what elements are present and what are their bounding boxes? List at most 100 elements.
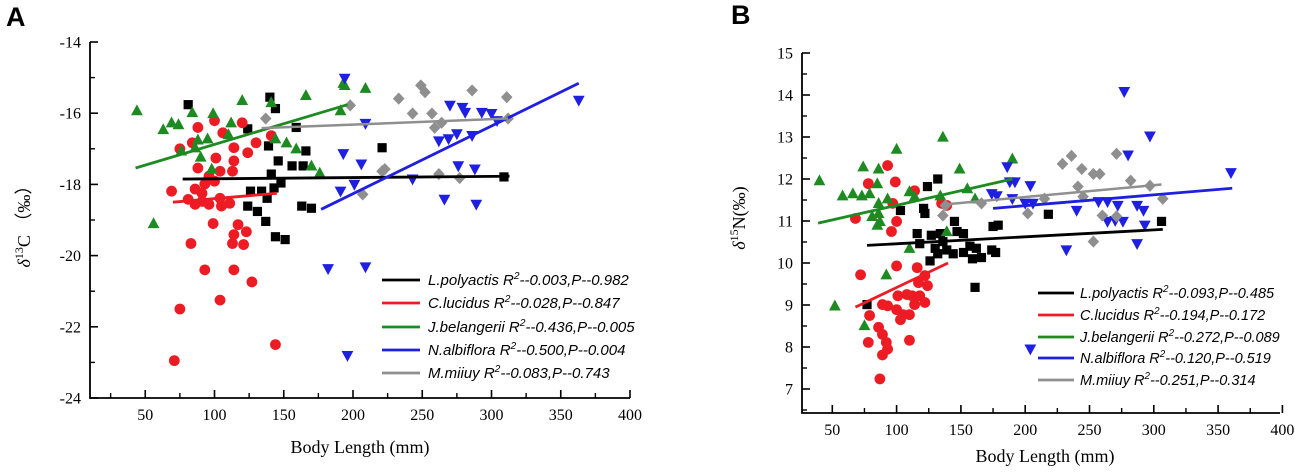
regression-line-l-polyactis (182, 174, 510, 181)
x-tick-label: 350 (1206, 422, 1230, 439)
scatter-point-triangle-down (1131, 200, 1143, 212)
scatter-point-triangle-up (334, 104, 347, 116)
regression-line-l-polyactis (866, 228, 1163, 247)
scatter-point-square (933, 174, 943, 184)
scatter-point-triangle-down (991, 191, 1003, 203)
scatter-point-triangle-down (1101, 216, 1114, 228)
scatter-point-triangle-up (236, 94, 249, 105)
scatter-point-diamond (435, 116, 448, 129)
scatter-point-diamond (1021, 207, 1034, 220)
scatter-point-circle (199, 264, 211, 276)
x-tick-label: 300 (480, 407, 504, 424)
scatter-point-triangle-down (334, 186, 347, 198)
y-tick-label: 13 (777, 130, 793, 147)
scatter-point-square (958, 247, 969, 258)
scatter-point-square (988, 221, 998, 232)
x-tick-label: 100 (203, 407, 227, 424)
y-tick-label: 7 (785, 382, 793, 399)
legend: L.polyactis R2--0.093,P--0.485 C.lucidus … (1038, 284, 1280, 389)
scatter-point-triangle-up (265, 96, 278, 108)
scatter-point-square (991, 247, 1001, 258)
scatter-point-square (276, 178, 286, 188)
scatter-point-triangle-up (147, 217, 160, 229)
scatter-point-triangle-down (1131, 239, 1143, 250)
panel-b-xaxis-title: Body Length (mm) (975, 446, 1115, 466)
scatter-point-triangle-up (828, 299, 841, 311)
regression-line-m-miiuy (946, 183, 1162, 206)
scatter-point-triangle-down (1019, 198, 1032, 210)
y-tick-label: 11 (778, 214, 793, 231)
legend-entry-label: C.lucidus R2--0.194,P--0.172 (1080, 306, 1265, 324)
scatter-point-square (967, 254, 978, 264)
scatter-point-triangle-down (1137, 205, 1150, 217)
scatter-point-triangle-up (280, 136, 293, 148)
x-tick-label: 150 (949, 422, 973, 439)
series-j-belangerii (813, 130, 1019, 331)
scatter-point-circle (207, 218, 219, 229)
scatter-point-triangle-down (1138, 220, 1151, 232)
scatter-point-circle (240, 226, 252, 238)
scatter-point-triangle-up (881, 192, 894, 204)
scatter-point-triangle-down (341, 351, 354, 362)
scatter-point-triangle-down (1060, 245, 1073, 257)
regression-line-c-lucidus (172, 191, 277, 204)
legend-entry-label: M.miiuy R2--0.251,P--0.314 (1080, 371, 1256, 389)
y-tick-label: 12 (777, 172, 793, 189)
scatter-point-triangle-up (131, 104, 143, 116)
x-tick-label: 50 (824, 422, 840, 439)
scatter-point-circle (913, 277, 924, 289)
scatter-point-square (926, 230, 936, 240)
scatter-point-circle (227, 165, 238, 177)
scatter-point-triangle-down (1122, 150, 1134, 162)
scatter-point-square (263, 141, 274, 151)
scatter-point-square (970, 282, 980, 292)
scatter-point-circle (909, 299, 921, 310)
scatter-point-square (993, 220, 1003, 230)
scatter-point-triangle-down (338, 73, 351, 85)
x-tick-label: 250 (410, 407, 434, 424)
scatter-point-triangle-down (337, 149, 350, 161)
scatter-point-circle (192, 162, 204, 174)
scatter-point-circle (877, 329, 888, 340)
scatter-point-circle (232, 219, 244, 231)
scatter-point-diamond (356, 188, 369, 201)
scatter-point-triangle-up (191, 133, 204, 145)
x-tick-label: 300 (1142, 422, 1166, 439)
legend-entry-label: M.miiuy R2--0.083,P--0.743 (428, 364, 610, 382)
scatter-point-circle (236, 117, 248, 129)
x-tick-label: 200 (341, 407, 365, 424)
scatter-point-square (920, 208, 930, 219)
scatter-point-circle (228, 264, 240, 276)
scatter-point-triangle-up (186, 106, 199, 118)
scatter-point-triangle-down (1144, 131, 1156, 143)
y-tick-label: 8 (785, 340, 793, 357)
scatter-point-triangle-up (165, 116, 178, 128)
scatter-point-circle (185, 238, 197, 249)
scatter-point-triangle-down (475, 107, 488, 119)
scatter-point-circle (904, 334, 915, 346)
scatter-point-circle (882, 300, 893, 312)
scatter-point-square (862, 299, 872, 310)
scatter-point-triangle-down (432, 136, 445, 148)
scatter-point-diamond (392, 92, 405, 105)
panel-a: -24 -22 -20 -18 -16 -14 50 100 150 200 250 300 350 40… (12, 35, 642, 425)
y-tick-label: -18 (60, 177, 81, 194)
scatter-point-diamond (406, 107, 419, 120)
scatter-point-square (273, 156, 283, 166)
panel-b: 7 8 9 10 11 12 13 14 15 50 100 150 200 250 300 350 400 δ1… (727, 46, 1294, 440)
scatter-point-diamond (939, 199, 952, 212)
scatter-point-triangle-down (438, 194, 451, 206)
legend-entry-label: N.albiflora R2--0.120,P--0.519 (1080, 349, 1271, 367)
x-tick-label: 100 (885, 422, 909, 439)
scatter-point-circle (874, 373, 886, 385)
scatter-point-circle (199, 178, 211, 190)
scatter-point-square (183, 100, 193, 110)
scatter-point-circle (227, 238, 238, 249)
scatter-point-triangle-up (872, 207, 885, 219)
scatter-point-triangle-up (871, 177, 884, 189)
scatter-point-diamond (1075, 162, 1088, 176)
scatter-point-square (270, 232, 281, 242)
scatter-point-circle (862, 336, 874, 348)
scatter-point-triangle-up (836, 189, 849, 201)
